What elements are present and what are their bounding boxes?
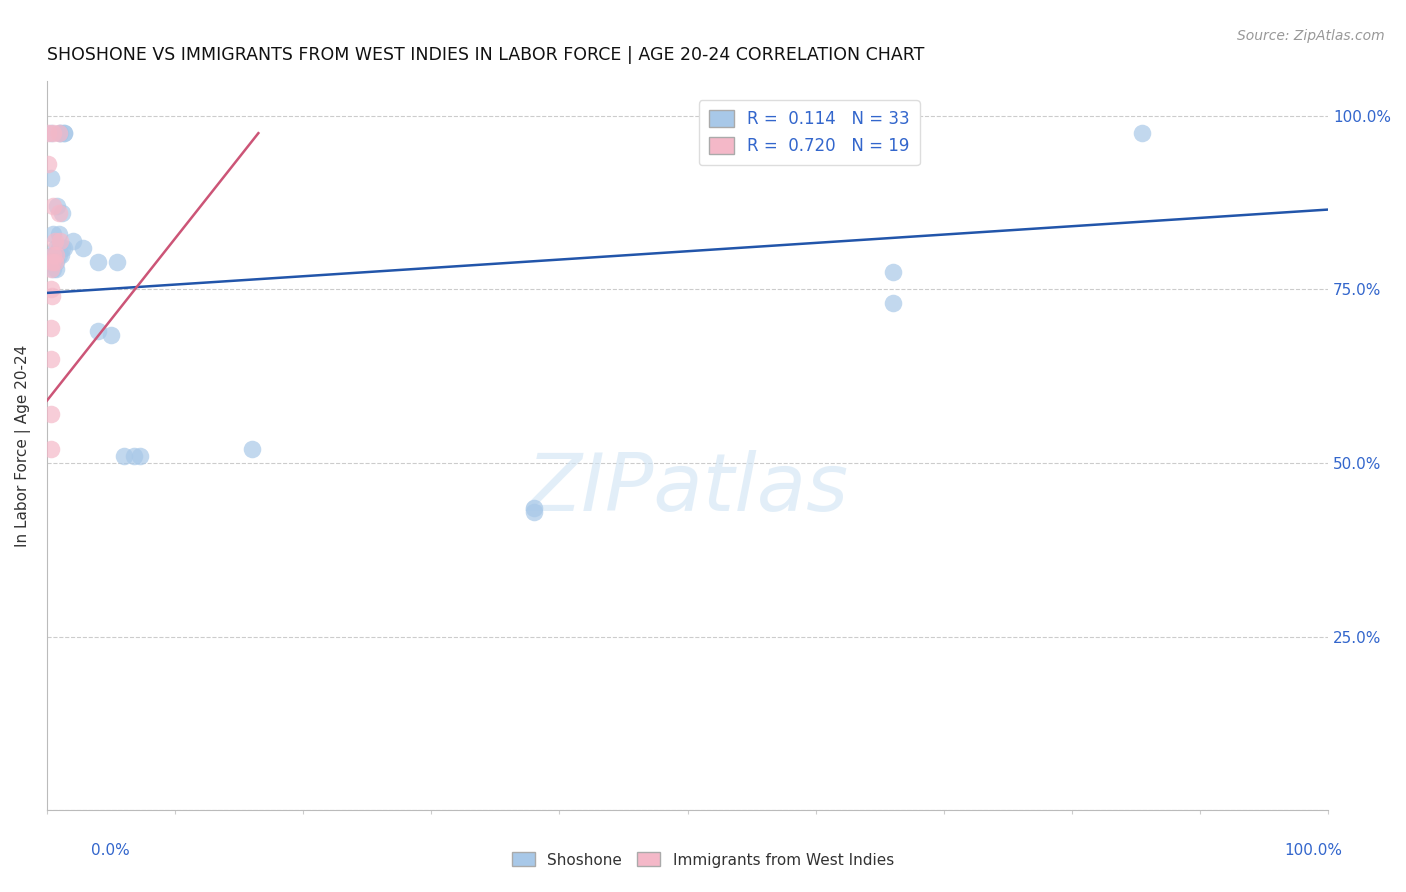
Point — [49, 126, 72, 140]
Point — [49, 234, 72, 248]
Point — [46, 199, 69, 213]
Point — [48, 241, 70, 255]
Point — [39, 442, 62, 457]
Point — [37, 157, 59, 171]
Point — [122, 449, 145, 463]
Point — [72, 241, 94, 255]
Point — [107, 254, 129, 268]
Point — [87, 254, 110, 268]
Text: 100.0%: 100.0% — [1285, 843, 1343, 858]
Point — [39, 320, 62, 334]
Point — [39, 261, 62, 276]
Point — [42, 126, 65, 140]
Point — [112, 449, 135, 463]
Point — [42, 199, 65, 213]
Point — [49, 248, 72, 262]
Legend: Shoshone, Immigrants from West Indies: Shoshone, Immigrants from West Indies — [506, 847, 900, 873]
Point — [48, 248, 70, 262]
Point — [52, 126, 75, 140]
Point — [42, 254, 65, 268]
Point — [44, 254, 66, 268]
Point — [44, 234, 66, 248]
Point — [42, 248, 65, 262]
Point — [51, 241, 73, 255]
Point — [45, 261, 67, 276]
Point — [45, 248, 67, 262]
Point — [39, 408, 62, 422]
Text: 0.0%: 0.0% — [91, 843, 131, 858]
Point — [48, 206, 70, 220]
Point — [100, 327, 122, 342]
Point — [882, 296, 904, 310]
Point — [41, 289, 63, 303]
Point — [45, 254, 67, 268]
Text: Source: ZipAtlas.com: Source: ZipAtlas.com — [1237, 29, 1385, 43]
Point — [51, 206, 73, 220]
Legend: R =  0.114   N = 33, R =  0.720   N = 19: R = 0.114 N = 33, R = 0.720 N = 19 — [699, 100, 920, 165]
Point — [45, 241, 67, 255]
Text: ZIPatlas: ZIPatlas — [526, 450, 849, 528]
Point — [52, 126, 75, 140]
Point — [49, 126, 72, 140]
Point — [62, 234, 84, 248]
Point — [52, 241, 75, 255]
Point — [39, 351, 62, 366]
Point — [129, 449, 152, 463]
Point — [523, 505, 546, 519]
Point — [42, 261, 65, 276]
Point — [1130, 126, 1153, 140]
Point — [48, 227, 70, 241]
Point — [87, 324, 110, 338]
Point — [882, 265, 904, 279]
Point — [42, 248, 65, 262]
Point — [41, 254, 63, 268]
Point — [39, 282, 62, 296]
Point — [240, 442, 263, 457]
Point — [42, 227, 65, 241]
Point — [45, 248, 67, 262]
Point — [523, 501, 546, 516]
Y-axis label: In Labor Force | Age 20-24: In Labor Force | Age 20-24 — [15, 344, 31, 547]
Text: SHOSHONE VS IMMIGRANTS FROM WEST INDIES IN LABOR FORCE | AGE 20-24 CORRELATION C: SHOSHONE VS IMMIGRANTS FROM WEST INDIES … — [46, 46, 924, 64]
Point — [39, 126, 62, 140]
Point — [48, 126, 70, 140]
Point — [37, 126, 59, 140]
Point — [39, 171, 62, 186]
